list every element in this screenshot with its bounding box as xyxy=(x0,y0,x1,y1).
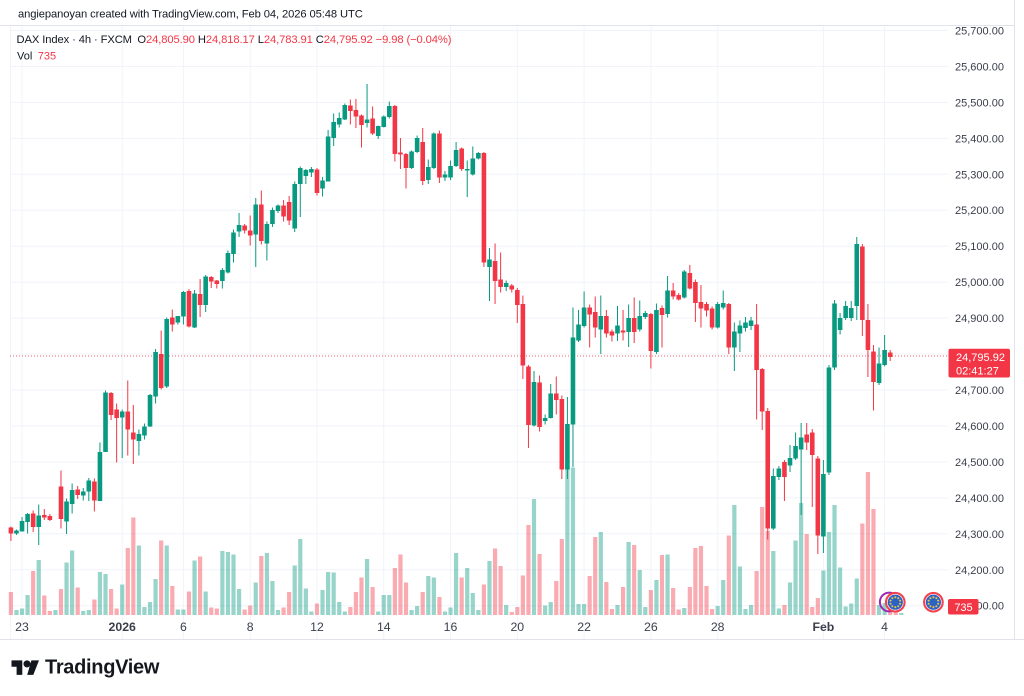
svg-text:25,000.00: 25,000.00 xyxy=(955,277,1004,289)
svg-text:14: 14 xyxy=(377,620,391,634)
svg-text:25,600.00: 25,600.00 xyxy=(955,62,1004,74)
svg-text:25,200.00: 25,200.00 xyxy=(955,205,1004,217)
svg-text:25,500.00: 25,500.00 xyxy=(955,97,1004,109)
svg-text:24,500.00: 24,500.00 xyxy=(955,457,1004,469)
svg-text:TradingView: TradingView xyxy=(45,657,160,679)
svg-text:2026: 2026 xyxy=(109,620,137,634)
svg-text:25,300.00: 25,300.00 xyxy=(955,169,1004,181)
svg-text:24,795.92: 24,795.92 xyxy=(956,352,1005,364)
svg-text:Vol 735: Vol 735 xyxy=(17,51,56,63)
svg-text:02:41:27: 02:41:27 xyxy=(956,366,999,378)
svg-text:DAX Index · 4h · FXCM O24,805.: DAX Index · 4h · FXCM O24,805.90 H24,818… xyxy=(17,34,452,46)
svg-text:23: 23 xyxy=(15,620,29,634)
svg-text:24,300.00: 24,300.00 xyxy=(955,529,1004,541)
svg-text:25,100.00: 25,100.00 xyxy=(955,241,1004,253)
svg-text:25,700.00: 25,700.00 xyxy=(955,26,1004,38)
svg-text:16: 16 xyxy=(444,620,458,634)
svg-text:25,400.00: 25,400.00 xyxy=(955,133,1004,145)
svg-text:4: 4 xyxy=(881,620,888,634)
svg-text:8: 8 xyxy=(247,620,254,634)
svg-text:24,400.00: 24,400.00 xyxy=(955,493,1004,505)
svg-text:24,900.00: 24,900.00 xyxy=(955,313,1004,325)
svg-text:26: 26 xyxy=(644,620,658,634)
svg-text:20: 20 xyxy=(510,620,524,634)
svg-text:6: 6 xyxy=(180,620,187,634)
svg-text:24,600.00: 24,600.00 xyxy=(955,421,1004,433)
svg-text:735: 735 xyxy=(954,602,972,614)
svg-text:22: 22 xyxy=(577,620,591,634)
svg-text:24,200.00: 24,200.00 xyxy=(955,565,1004,577)
svg-text:Feb: Feb xyxy=(812,620,834,634)
svg-text:12: 12 xyxy=(310,620,324,634)
svg-text:28: 28 xyxy=(711,620,725,634)
svg-text:24,700.00: 24,700.00 xyxy=(955,385,1004,397)
svg-text:angiepanoyan created with Trad: angiepanoyan created with TradingView.co… xyxy=(18,9,363,21)
